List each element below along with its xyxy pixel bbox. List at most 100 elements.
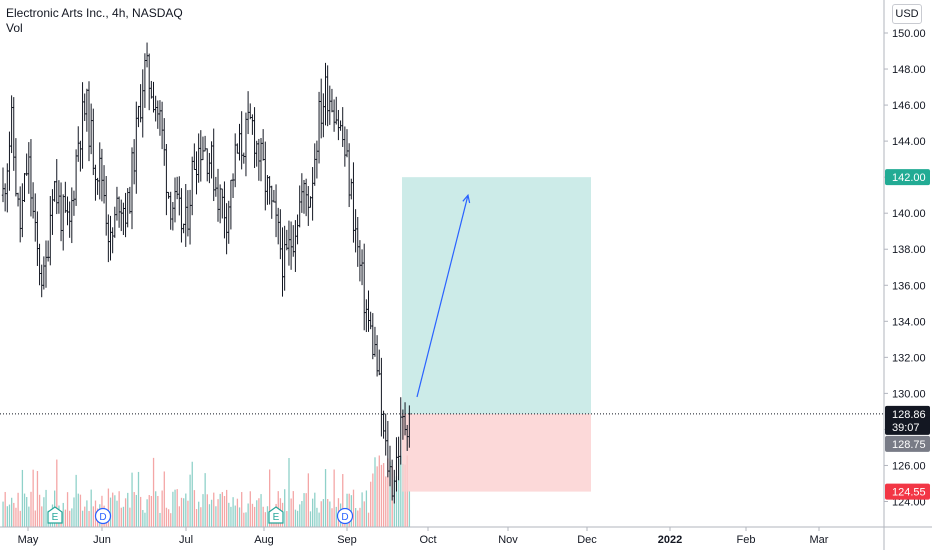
event-marker-letter: E bbox=[273, 512, 280, 523]
x-tick-label: 2022 bbox=[658, 534, 682, 546]
ohlc-bar bbox=[218, 184, 222, 224]
earnings-marker-shape bbox=[268, 506, 284, 524]
ohlc-bar bbox=[3, 183, 7, 212]
volume-bar bbox=[357, 510, 359, 527]
ohlc-bar bbox=[10, 95, 13, 154]
volume-bar bbox=[312, 498, 314, 527]
ohlc-bar bbox=[399, 397, 402, 465]
ohlc-bar bbox=[137, 105, 140, 128]
ohlc-bar bbox=[393, 469, 396, 504]
volume-bar bbox=[176, 489, 178, 527]
ohlc-bar bbox=[36, 211, 39, 266]
volume-bar bbox=[148, 495, 150, 527]
ohlc-bar bbox=[274, 184, 278, 238]
ohlc-bar bbox=[251, 114, 254, 135]
volume-bar bbox=[150, 495, 153, 527]
ohlc-bar bbox=[337, 109, 340, 141]
ohlc-bar bbox=[55, 159, 58, 215]
volume-bar bbox=[64, 509, 67, 527]
ohlc-bar bbox=[223, 181, 226, 239]
ohlc-bar bbox=[70, 187, 73, 244]
ohlc-bar bbox=[96, 177, 99, 195]
volume-bar bbox=[389, 461, 391, 527]
x-tick-label: May bbox=[18, 534, 39, 546]
projection-arrow[interactable] bbox=[416, 193, 471, 398]
ohlc-bar bbox=[313, 143, 316, 186]
x-tick-label: Aug bbox=[254, 534, 274, 546]
ohlc-bar bbox=[25, 153, 28, 176]
x-tick-label: Nov bbox=[498, 534, 518, 546]
volume-bar bbox=[116, 500, 118, 527]
ohlc-bar bbox=[246, 91, 250, 135]
ohlc-bar bbox=[287, 220, 291, 266]
volume-bar bbox=[163, 471, 165, 527]
volume-bar bbox=[253, 506, 256, 527]
volume-bar bbox=[122, 506, 125, 527]
long-position-tool[interactable] bbox=[402, 177, 591, 492]
volume-bar bbox=[133, 492, 135, 527]
ohlc-bar bbox=[77, 126, 80, 162]
volume-bar bbox=[234, 505, 236, 527]
earnings-marker[interactable]: E bbox=[268, 506, 284, 524]
ohlc-bar bbox=[322, 93, 325, 138]
ohlc-bar bbox=[23, 173, 26, 202]
volume-bar bbox=[296, 510, 299, 527]
volume-bar bbox=[359, 507, 361, 527]
ohlc-bar bbox=[347, 143, 351, 208]
ohlc-bar bbox=[257, 138, 261, 181]
volume-bar bbox=[84, 506, 86, 527]
earnings-marker[interactable]: E bbox=[47, 506, 63, 524]
volume-bar bbox=[11, 497, 13, 527]
ohlc-bar bbox=[141, 69, 144, 138]
y-tick-label: 138.00 bbox=[892, 244, 926, 256]
volume-bar bbox=[305, 493, 307, 527]
volume-bar bbox=[112, 492, 114, 527]
ohlc-bar bbox=[87, 81, 91, 162]
volume-bar bbox=[129, 507, 131, 527]
ohlc-bar bbox=[1, 167, 5, 203]
volume-bar bbox=[167, 509, 170, 527]
ohlc-bar bbox=[292, 225, 295, 257]
ohlc-bar bbox=[126, 188, 129, 228]
loss-zone[interactable] bbox=[402, 413, 591, 492]
y-tick-label: 144.00 bbox=[892, 136, 926, 148]
event-marker-letter: D bbox=[99, 512, 106, 523]
y-tick-label: 146.00 bbox=[892, 100, 926, 112]
volume-bar bbox=[32, 469, 34, 527]
profit-zone[interactable] bbox=[402, 177, 591, 414]
event-marker-letter: E bbox=[52, 512, 59, 523]
ohlc-bar bbox=[51, 189, 54, 235]
ohlc-bar bbox=[175, 176, 179, 200]
dividend-marker[interactable]: D bbox=[94, 507, 112, 525]
time-axis[interactable]: May Jun Jul Aug Sep Oct Nov Dec 2022 Feb Mar bbox=[18, 527, 829, 546]
ohlc-bar bbox=[53, 180, 56, 202]
dividend-marker[interactable]: D bbox=[336, 507, 354, 525]
volume-bar bbox=[195, 509, 198, 527]
volume-bar bbox=[157, 495, 159, 527]
ohlc-bar bbox=[244, 112, 248, 177]
ohlc-bars bbox=[1, 42, 411, 504]
ohlc-bar bbox=[281, 227, 284, 297]
ohlc-bar bbox=[231, 173, 235, 199]
ohlc-bar bbox=[300, 173, 304, 213]
volume-bar bbox=[193, 490, 196, 527]
volume-bar bbox=[361, 492, 363, 527]
volume-bar bbox=[66, 492, 69, 527]
ohlc-bar bbox=[150, 80, 153, 99]
volume-bar bbox=[213, 492, 215, 527]
ohlc-bar bbox=[283, 225, 286, 291]
volume-bar bbox=[266, 506, 269, 527]
currency-button[interactable]: USD bbox=[892, 4, 922, 24]
volume-bar bbox=[269, 469, 271, 527]
ohlc-bar bbox=[363, 243, 366, 331]
volume-bar bbox=[127, 492, 129, 527]
volume-bar bbox=[251, 503, 254, 527]
volume-bar bbox=[331, 508, 333, 527]
volume-bar bbox=[30, 491, 32, 527]
ohlc-bar bbox=[343, 126, 347, 167]
volume-bar bbox=[256, 500, 258, 527]
ohlc-bar bbox=[165, 144, 168, 216]
ohlc-bar bbox=[12, 97, 15, 171]
